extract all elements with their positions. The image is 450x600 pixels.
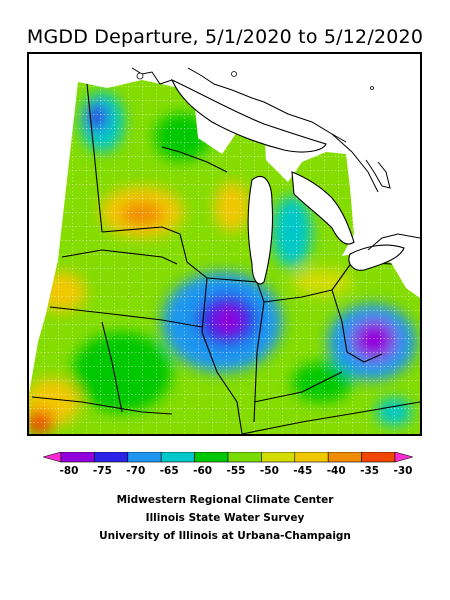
- legend-swatch: [361, 452, 396, 463]
- mgdd-departure-field: [29, 67, 420, 434]
- legend-label: -75: [93, 465, 112, 477]
- map-frame: [27, 52, 422, 436]
- legend-swatch: [160, 452, 195, 463]
- legend-swatch: [127, 452, 162, 463]
- legend-arrow-low: [43, 452, 62, 463]
- legend-label: -40: [327, 465, 346, 477]
- map-canvas: [29, 67, 420, 434]
- legend-swatch: [327, 452, 362, 463]
- legend-label: -30: [394, 465, 413, 477]
- legend-swatch: [227, 452, 262, 463]
- legend-label: -60: [193, 465, 212, 477]
- legend-label: -70: [126, 465, 145, 477]
- legend-label: -65: [160, 465, 179, 477]
- credit-university: University of Illinois at Urbana-Champai…: [99, 530, 351, 542]
- legend-swatch: [194, 452, 229, 463]
- legend-swatch: [94, 452, 129, 463]
- legend-swatch: [294, 452, 329, 463]
- legend-label: -80: [60, 465, 79, 477]
- credit-survey: Illinois State Water Survey: [145, 512, 305, 524]
- legend-label: -50: [260, 465, 279, 477]
- legend-label: -55: [227, 465, 246, 477]
- credit-center: Midwestern Regional Climate Center: [116, 494, 334, 506]
- legend-swatch: [60, 452, 95, 463]
- legend-arrow-high: [394, 452, 413, 463]
- map-title: MGDD Departure, 5/1/2020 to 5/12/2020: [26, 26, 424, 48]
- legend-swatch: [261, 452, 296, 463]
- legend-label: -45: [293, 465, 312, 477]
- legend-label: -35: [360, 465, 379, 477]
- color-legend: -80-75-70-65-60-55-50-45-40-35-30-25: [43, 452, 413, 477]
